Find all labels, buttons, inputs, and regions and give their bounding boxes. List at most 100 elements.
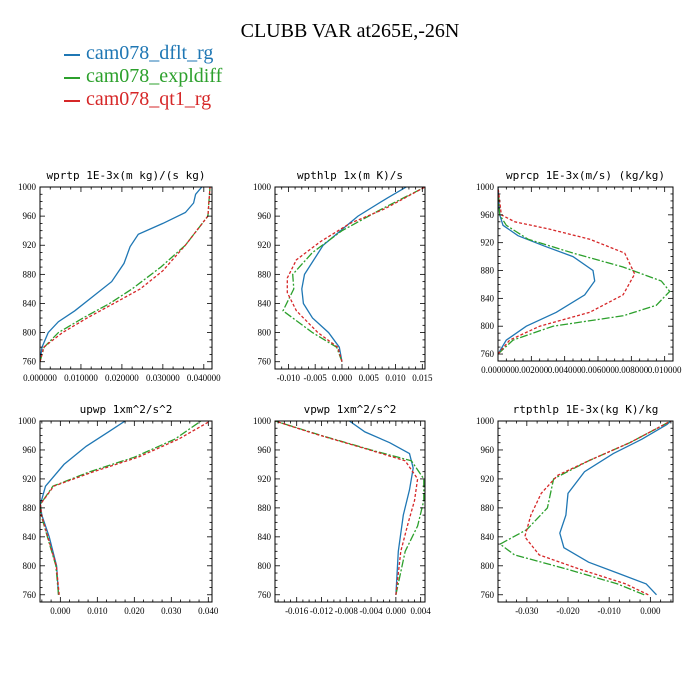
- plot-frame: [274, 186, 426, 370]
- series-line: [275, 421, 425, 595]
- panel-title: wpthlp 1x(m K)/s: [297, 169, 403, 182]
- series-line: [301, 187, 407, 362]
- series-line: [40, 187, 203, 362]
- y-tick-label: 800: [23, 561, 37, 571]
- legend-line-qt1: [64, 99, 80, 102]
- x-tick-label: 0.000000: [23, 373, 57, 383]
- panel-title: wprcp 1E-3x(m/s) (kg/kg): [506, 169, 665, 182]
- panel-5: vpwp 1xm^2/s^2 760 800 840 880 920 960 1000 -0.0…: [253, 403, 431, 616]
- series-line: [498, 421, 672, 596]
- x-tick-label: 0.000000: [481, 365, 515, 375]
- legend-item-qt1: cam078_qt1_rg: [64, 88, 222, 111]
- x-tick-label: 0.040000: [187, 373, 221, 383]
- y-tick-label: 840: [481, 293, 495, 303]
- y-tick-label: 880: [23, 503, 37, 513]
- x-tick-label: -0.020: [556, 606, 580, 616]
- legend-line-dflt: [64, 53, 80, 56]
- panel-3: wprcp 1E-3x(m/s) (kg/kg) 760 800 840 880 920 9…: [476, 169, 682, 375]
- x-tick-label: -0.005: [304, 373, 328, 383]
- y-tick-label: 1000: [253, 182, 272, 192]
- x-tick-label: 0.010: [87, 606, 108, 616]
- series-line: [524, 421, 672, 596]
- y-tick-label: 840: [23, 298, 37, 308]
- x-tick-label: 0.040: [198, 606, 219, 616]
- legend-item-dflt: cam078_dflt_rg: [64, 42, 222, 65]
- series-line: [498, 187, 596, 355]
- figure-title: CLUBB VAR at265E,-26N: [240, 20, 460, 42]
- x-tick-label: 0.005: [359, 373, 380, 383]
- y-tick-label: 840: [258, 298, 272, 308]
- x-tick-label: 0.000: [640, 606, 661, 616]
- legend-label-dflt: cam078_dflt_rg: [86, 42, 214, 64]
- legend-item-expldiff: cam078_expldiff: [64, 65, 222, 88]
- series-line: [286, 187, 425, 362]
- series-line: [498, 187, 636, 355]
- x-tick-label: -0.010: [598, 606, 622, 616]
- y-tick-label: 760: [258, 357, 272, 367]
- y-tick-label: 800: [481, 321, 495, 331]
- y-tick-label: 1000: [18, 416, 37, 426]
- series-line: [559, 421, 672, 596]
- y-tick-label: 920: [258, 474, 272, 484]
- x-tick-label: 0.004: [411, 606, 432, 616]
- x-tick-label: 0.004000: [548, 365, 582, 375]
- x-tick-label: 0.030: [161, 606, 182, 616]
- y-tick-label: 920: [258, 240, 272, 250]
- y-tick-label: 760: [23, 590, 37, 600]
- y-tick-label: 760: [258, 590, 272, 600]
- y-tick-label: 880: [481, 503, 495, 513]
- x-tick-label: 0.008000: [614, 365, 648, 375]
- y-tick-label: 920: [23, 240, 37, 250]
- series-line: [40, 187, 211, 362]
- y-tick-label: 840: [23, 532, 37, 542]
- plot-frame: [39, 186, 213, 370]
- x-tick-label: 0.010000: [648, 365, 682, 375]
- y-tick-label: 1000: [253, 416, 272, 426]
- y-tick-label: 880: [23, 269, 37, 279]
- y-tick-label: 920: [481, 238, 495, 248]
- x-tick-label: 0.010000: [64, 373, 98, 383]
- series-line: [282, 187, 425, 362]
- legend-label-qt1: cam078_qt1_rg: [86, 88, 212, 110]
- x-tick-label: 0.000: [332, 373, 353, 383]
- y-tick-label: 1000: [18, 182, 37, 192]
- y-tick-label: 760: [481, 590, 495, 600]
- y-tick-label: 960: [23, 211, 37, 221]
- y-tick-label: 840: [481, 532, 495, 542]
- series-line: [275, 421, 419, 595]
- y-tick-label: 960: [23, 445, 37, 455]
- x-tick-label: -0.016: [285, 606, 309, 616]
- y-tick-label: 960: [481, 445, 495, 455]
- panel-title: upwp 1xm^2/s^2: [80, 403, 173, 416]
- legend: cam078_dflt_rg cam078_expldiff cam078_qt…: [64, 42, 222, 111]
- y-tick-label: 1000: [476, 182, 495, 192]
- x-tick-label: -0.008: [335, 606, 359, 616]
- panel-title: rtpthlp 1E-3x(kg K)/kg: [513, 403, 659, 416]
- x-tick-label: 0.000: [50, 606, 71, 616]
- plot-frame: [497, 420, 674, 603]
- series-line: [40, 421, 126, 595]
- y-tick-label: 1000: [476, 416, 495, 426]
- panel-6: rtpthlp 1E-3x(kg K)/kg 760 800 840 880 920 960…: [476, 403, 674, 616]
- x-tick-label: 0.002000: [514, 365, 548, 375]
- y-tick-label: 800: [258, 328, 272, 338]
- series-line: [349, 421, 414, 595]
- series-line: [498, 187, 671, 355]
- x-tick-label: -0.030: [515, 606, 539, 616]
- panel-title: wprtp 1E-3x(m kg)/(s kg): [47, 169, 206, 182]
- panel-1: wprtp 1E-3x(m kg)/(s kg) 760 800 840 880 920 9…: [18, 169, 221, 383]
- panel-2: wpthlp 1x(m K)/s 760 800 840 880 920 960 1000 -0…: [253, 169, 433, 383]
- x-tick-label: 0.020: [124, 606, 145, 616]
- x-tick-label: -0.010: [277, 373, 301, 383]
- y-tick-label: 800: [23, 328, 37, 338]
- series-line: [40, 187, 211, 362]
- x-tick-label: 0.015: [412, 373, 433, 383]
- y-tick-label: 960: [258, 445, 272, 455]
- y-tick-label: 920: [23, 474, 37, 484]
- y-tick-label: 960: [258, 211, 272, 221]
- x-tick-label: -0.012: [310, 606, 333, 616]
- series-line: [40, 421, 202, 595]
- x-tick-label: 0.030000: [146, 373, 180, 383]
- panel-4: upwp 1xm^2/s^2 760 800 840 880 920 960 1000 0.00…: [18, 403, 219, 616]
